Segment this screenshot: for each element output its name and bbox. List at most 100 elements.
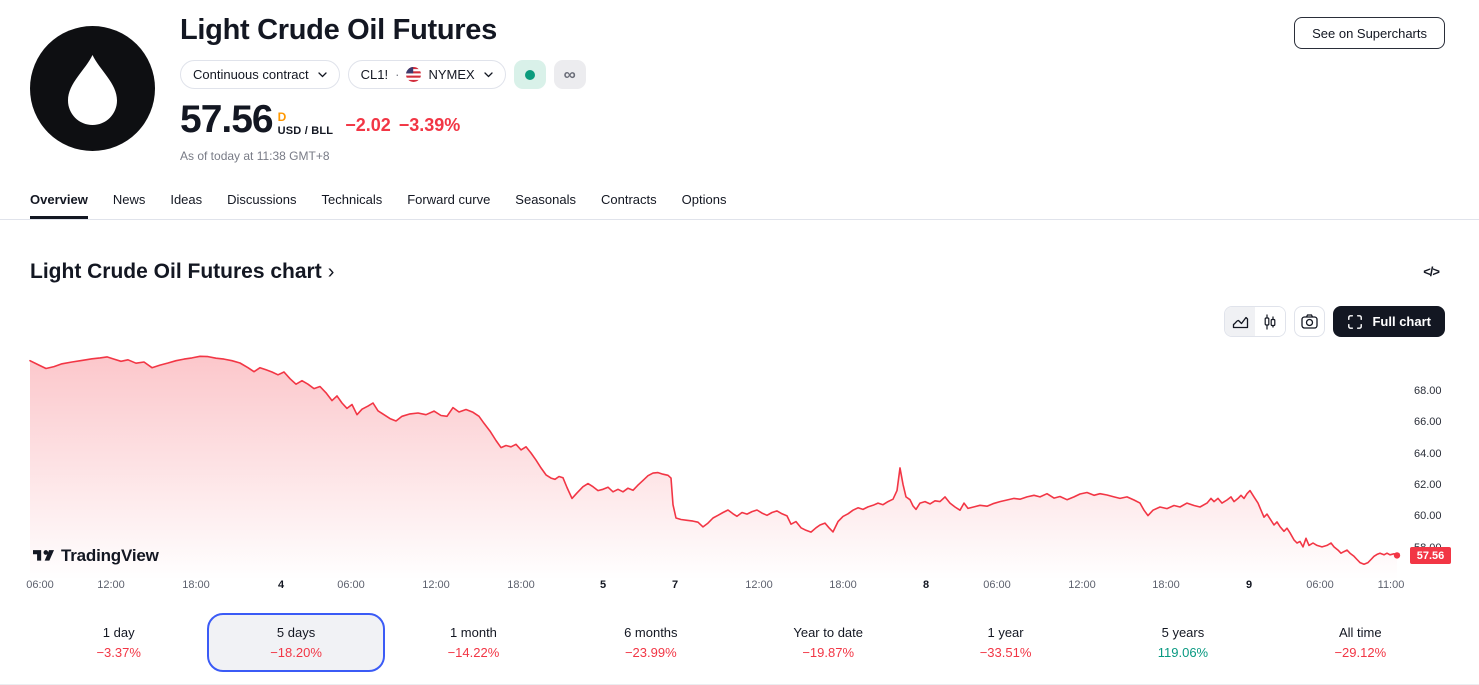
price-unit: USD / BLL [277, 125, 334, 138]
x-axis-tick: 7 [671, 579, 679, 591]
x-axis-tick: 9 [1245, 579, 1253, 591]
candles-chart-icon [1265, 314, 1276, 329]
range-change-percent: −18.20% [270, 645, 322, 660]
range-change-percent: −23.99% [624, 645, 677, 660]
range-button-6-months[interactable]: 6 months −23.99% [562, 613, 739, 672]
embed-code-icon[interactable]: </> [1423, 264, 1440, 279]
full-chart-label: Full chart [1372, 314, 1431, 329]
range-change-percent: −29.12% [1334, 645, 1387, 660]
x-axis-tick: 11:00 [1377, 579, 1405, 591]
contract-selector[interactable]: Continuous contract [180, 60, 340, 89]
tradingview-logo-icon [33, 550, 54, 561]
x-axis-tick: 12:00 [1068, 579, 1096, 591]
symbol-exchange-selector[interactable]: CL1! · NYMEX [347, 60, 506, 89]
range-change-percent: −3.37% [96, 645, 141, 660]
tab-news[interactable]: News [112, 192, 146, 207]
x-axis-tick: 4 [277, 579, 285, 591]
change-percent: −3.39% [398, 115, 461, 136]
x-axis-tick: 18:00 [1152, 579, 1180, 591]
tab-forward-curve[interactable]: Forward curve [407, 192, 491, 207]
symbol-separator: · [395, 67, 400, 82]
tab-contracts[interactable]: Contracts [601, 192, 657, 207]
range-button-1-year[interactable]: 1 year −33.51% [917, 613, 1094, 672]
date-range-bar: 1 day −3.37% 5 days −18.20% 1 month −14.22% 6 … [30, 613, 1449, 672]
x-axis-tick: 06:00 [1306, 579, 1334, 591]
range-label: All time [1339, 625, 1382, 640]
us-flag-icon [406, 67, 422, 82]
x-axis-tick: 18:00 [507, 579, 535, 591]
area-chart-type-button[interactable] [1225, 307, 1256, 336]
price-block: 57.56 D USD / BLL −2.02 −3.39% [180, 98, 460, 141]
price-change: −2.02 −3.39% [345, 115, 460, 137]
range-button-1-month[interactable]: 1 month −14.22% [385, 613, 562, 672]
y-axis-tick: 62.00 [1414, 479, 1442, 491]
chevron-down-icon [484, 71, 493, 77]
range-change-percent: −19.87% [802, 645, 855, 660]
snapshot-camera-button[interactable] [1294, 306, 1326, 337]
x-axis-tick: 06:00 [983, 579, 1011, 591]
symbol-tabs: Overview News Ideas Discussions Technicals Fo… [0, 192, 1479, 220]
x-axis-tick: 8 [922, 579, 930, 591]
range-label: 1 month [449, 625, 497, 640]
price-line [29, 355, 1398, 565]
tab-discussions[interactable]: Discussions [227, 192, 297, 207]
x-axis-tick: 06:00 [337, 579, 365, 591]
y-axis-tick: 68.00 [1414, 385, 1442, 397]
x-axis-tick: 18:00 [182, 579, 210, 591]
area-fill [30, 356, 1397, 580]
full-chart-button[interactable]: Full chart [1333, 306, 1445, 337]
x-axis-tick: 18:00 [829, 579, 857, 591]
chevron-right-icon: › [327, 260, 335, 283]
tradingview-attribution[interactable]: TradingView [33, 546, 159, 566]
range-label: 5 years [1161, 625, 1205, 640]
contract-selector-label: Continuous contract [193, 67, 309, 82]
range-change-percent: −33.51% [979, 645, 1032, 660]
y-axis-tick: 60.00 [1414, 510, 1442, 522]
range-button-1-day[interactable]: 1 day −3.37% [30, 613, 207, 672]
symbol-logo-oil-drop-icon [30, 26, 155, 151]
camera-icon [1301, 314, 1319, 329]
range-label: 6 months [624, 625, 678, 640]
range-button-5-years[interactable]: 5 years 119.06% [1094, 613, 1271, 672]
as-of-timestamp: As of today at 11:38 GMT+8 [180, 149, 330, 163]
tab-seasonals[interactable]: Seasonals [515, 192, 577, 207]
last-price-dot [1393, 552, 1401, 559]
symbol-code: CL1! [360, 67, 389, 82]
chart-section-title[interactable]: Light Crude Oil Futures chart › [30, 260, 334, 284]
last-price-axis-label: 57.56 [1410, 547, 1451, 564]
range-change-percent: −14.22% [447, 645, 500, 660]
chevron-down-icon [317, 71, 327, 77]
range-change-percent: 119.06% [1157, 645, 1209, 660]
market-open-status-button[interactable] [513, 60, 546, 89]
y-axis-tick: 66.00 [1414, 416, 1442, 428]
x-axis-tick: 12:00 [422, 579, 450, 591]
see-on-supercharts-button[interactable]: See on Supercharts [1294, 17, 1445, 49]
tab-overview[interactable]: Overview [30, 192, 88, 219]
range-button-5-days[interactable]: 5 days −18.20% [207, 613, 385, 672]
tab-options[interactable]: Options [681, 192, 727, 207]
tab-technicals[interactable]: Technicals [321, 192, 383, 207]
range-label: 1 day [102, 625, 135, 640]
chart-toolbar: Full chart [1224, 306, 1445, 337]
x-axis-tick: 5 [599, 579, 607, 591]
market-open-dot-icon [524, 69, 535, 80]
y-axis-tick: 64.00 [1414, 448, 1442, 460]
tradingview-attribution-label: TradingView [61, 546, 159, 565]
x-axis-tick: 12:00 [745, 579, 773, 591]
x-axis-tick: 12:00 [97, 579, 125, 591]
range-button-all-time[interactable]: All time −29.12% [1272, 613, 1449, 672]
last-price: 57.56 [180, 98, 274, 141]
exchange-name: NYMEX [428, 67, 475, 82]
range-label: 5 days [276, 625, 316, 640]
interval-badge: D [277, 110, 287, 125]
area-chart-icon [1232, 316, 1249, 328]
candles-chart-type-button[interactable] [1255, 307, 1286, 336]
range-label: 1 year [987, 625, 1024, 640]
fullscreen-icon [1348, 314, 1363, 329]
tab-ideas[interactable]: Ideas [170, 192, 203, 207]
infinity-button[interactable]: ∞ [553, 60, 586, 89]
chart-section-title-text: Light Crude Oil Futures chart [30, 260, 322, 283]
infinity-icon: ∞ [563, 65, 576, 84]
range-button-year-to-date[interactable]: Year to date −19.87% [740, 613, 917, 672]
